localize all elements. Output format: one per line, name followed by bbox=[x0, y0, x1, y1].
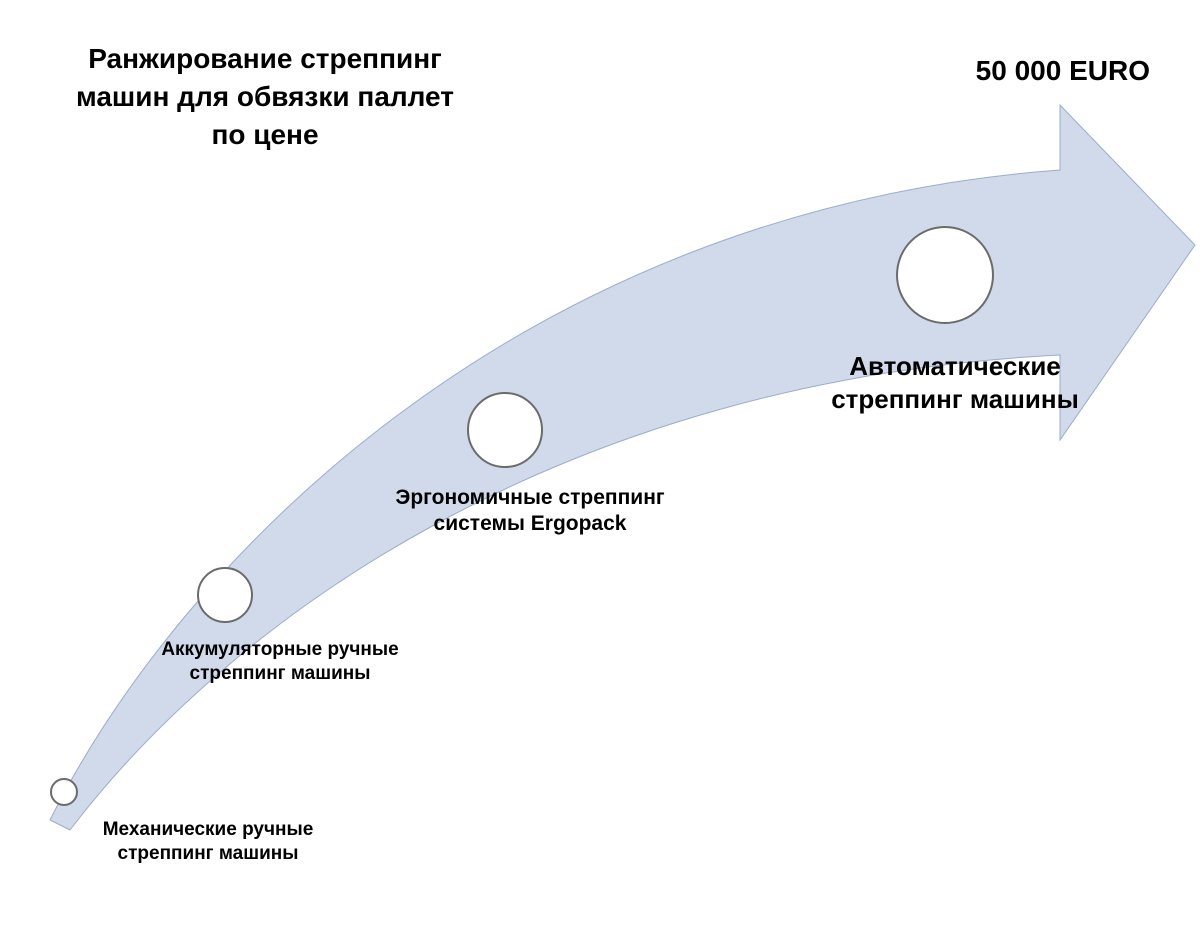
node-automatic-marker bbox=[897, 227, 993, 323]
diagram-title: Ранжирование стреппинг машин для обвязки… bbox=[70, 40, 460, 153]
node-ergopack-label: Эргономичные стреппинг системы Ergopack bbox=[385, 485, 675, 538]
node-battery-marker bbox=[198, 568, 252, 622]
price-arrow bbox=[50, 105, 1195, 830]
end-price-label: 50 000 EURO bbox=[976, 55, 1150, 87]
node-mechanical-label: Механические ручные стреппинг машины bbox=[78, 818, 338, 866]
node-battery-label: Аккумуляторные ручные стреппинг машины bbox=[130, 638, 430, 686]
node-ergopack-marker bbox=[468, 393, 542, 467]
node-mechanical-marker bbox=[51, 779, 77, 805]
node-automatic-label: Автоматические стреппинг машины bbox=[790, 350, 1120, 415]
